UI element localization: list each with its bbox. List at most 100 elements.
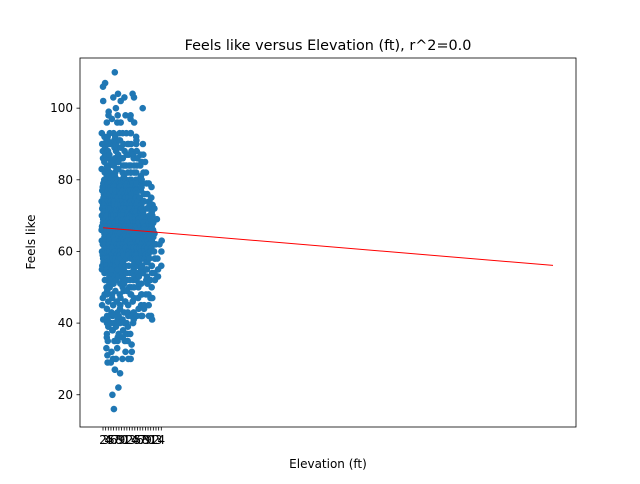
data-point-458	[127, 330, 134, 338]
x-tick-label-20: 2	[152, 433, 160, 447]
regression-line	[102, 227, 554, 266]
data-point-710	[148, 316, 156, 323]
data-point-303	[117, 119, 124, 126]
data-point-706	[148, 262, 156, 270]
data-point-72	[101, 276, 109, 284]
data-point-170	[111, 69, 119, 76]
x-tick-label-5: 7	[112, 433, 120, 447]
y-tick-label-80: 80	[58, 173, 73, 187]
data-point-537	[133, 137, 140, 144]
data-point-602	[140, 151, 147, 158]
x-tick-label-22: 4	[157, 433, 165, 447]
data-point-259	[114, 90, 122, 98]
data-point-723	[158, 262, 165, 270]
data-point-720	[154, 273, 162, 280]
data-point-260	[114, 112, 121, 119]
data-point-121	[103, 305, 111, 313]
x-tick-label-18: 0	[147, 433, 155, 447]
x-tick-label-6: 8	[115, 433, 123, 447]
plot-frame	[79, 57, 577, 428]
data-point-215	[112, 104, 120, 112]
data-point-171	[110, 94, 117, 101]
x-tick-label-7: 9	[118, 433, 126, 447]
data-point-341	[119, 355, 126, 363]
data-point-37	[101, 79, 109, 87]
x-tick-label-3: 5	[107, 433, 115, 447]
data-point-606	[138, 183, 145, 191]
data-point-630	[139, 312, 146, 320]
data-point-419	[122, 348, 129, 356]
data-point-299	[114, 337, 121, 345]
x-tick-label-16: 8	[142, 433, 150, 447]
data-point-128	[108, 115, 116, 123]
data-point-131	[106, 151, 113, 158]
x-tick-label-14: 6	[136, 433, 144, 447]
data-point-343	[122, 112, 129, 119]
x-tick-label-10: 2	[126, 433, 134, 447]
x-tick-label-4: 6	[110, 433, 118, 447]
x-tick-label-21: 3	[155, 433, 163, 447]
data-point-677	[148, 183, 155, 191]
regression-line-layer	[102, 227, 554, 266]
data-point-258	[111, 366, 119, 374]
data-point-169	[109, 391, 116, 399]
data-point-605	[138, 176, 145, 184]
data-point-81	[103, 119, 111, 126]
data-point-1	[99, 97, 107, 105]
data-point-499	[128, 341, 135, 348]
data-point-631	[141, 158, 149, 166]
x-tick-label-9: 1	[123, 433, 131, 447]
x-tick-label-15: 7	[139, 433, 147, 447]
data-point-463	[127, 140, 135, 148]
data-point-671	[143, 266, 151, 273]
data-point-124	[103, 330, 111, 338]
data-point-301	[115, 384, 122, 391]
data-point-712	[153, 215, 161, 223]
data-point-457	[124, 323, 132, 331]
data-point-704	[150, 248, 158, 255]
data-point-543	[133, 180, 140, 187]
y-tick-label-20: 20	[58, 388, 73, 402]
data-point-214	[110, 405, 118, 413]
x-tick-label-2: 4	[104, 433, 112, 447]
y-tick-label-40: 40	[58, 316, 73, 330]
data-point-709	[149, 294, 156, 302]
data-point-654	[140, 305, 148, 313]
data-point-125	[104, 337, 112, 345]
data-point-342	[121, 94, 128, 101]
data-point-627	[137, 280, 145, 288]
points-layer	[98, 69, 165, 413]
data-point-718	[154, 255, 161, 262]
data-point-256	[113, 344, 121, 352]
data-point-35	[98, 301, 106, 309]
data-point-336	[117, 294, 124, 302]
x-tick-label-13: 5	[134, 433, 142, 447]
data-point-722	[158, 248, 165, 255]
data-point-541	[132, 169, 140, 176]
x-tick-label-19: 1	[150, 433, 158, 447]
x-tick-label-12: 4	[131, 433, 139, 447]
data-point-167	[108, 348, 115, 356]
data-point-462	[127, 129, 134, 137]
data-point-459	[127, 355, 134, 363]
data-point-257	[112, 355, 120, 363]
data-point-694	[148, 284, 155, 291]
x-tick-label-11: 3	[128, 433, 136, 447]
x-tick-label-8: 0	[120, 433, 128, 447]
y-axis-ticks: 20 40 60 80 100	[50, 101, 80, 402]
data-point-461	[127, 112, 134, 119]
data-point-502	[130, 119, 138, 126]
y-tick-label-100: 100	[50, 101, 73, 115]
data-point-455	[124, 301, 132, 309]
x-tick-label-0: 2	[99, 433, 107, 447]
data-point-78	[103, 344, 110, 352]
data-point-635	[141, 198, 148, 205]
y-axis-label: Feels like	[24, 215, 38, 270]
x-tick-label-1: 3	[102, 433, 110, 447]
data-point-699	[149, 212, 156, 219]
chart-title: Feels like versus Elevation (ft), r^2=0.…	[185, 38, 472, 54]
data-point-208	[109, 312, 116, 320]
